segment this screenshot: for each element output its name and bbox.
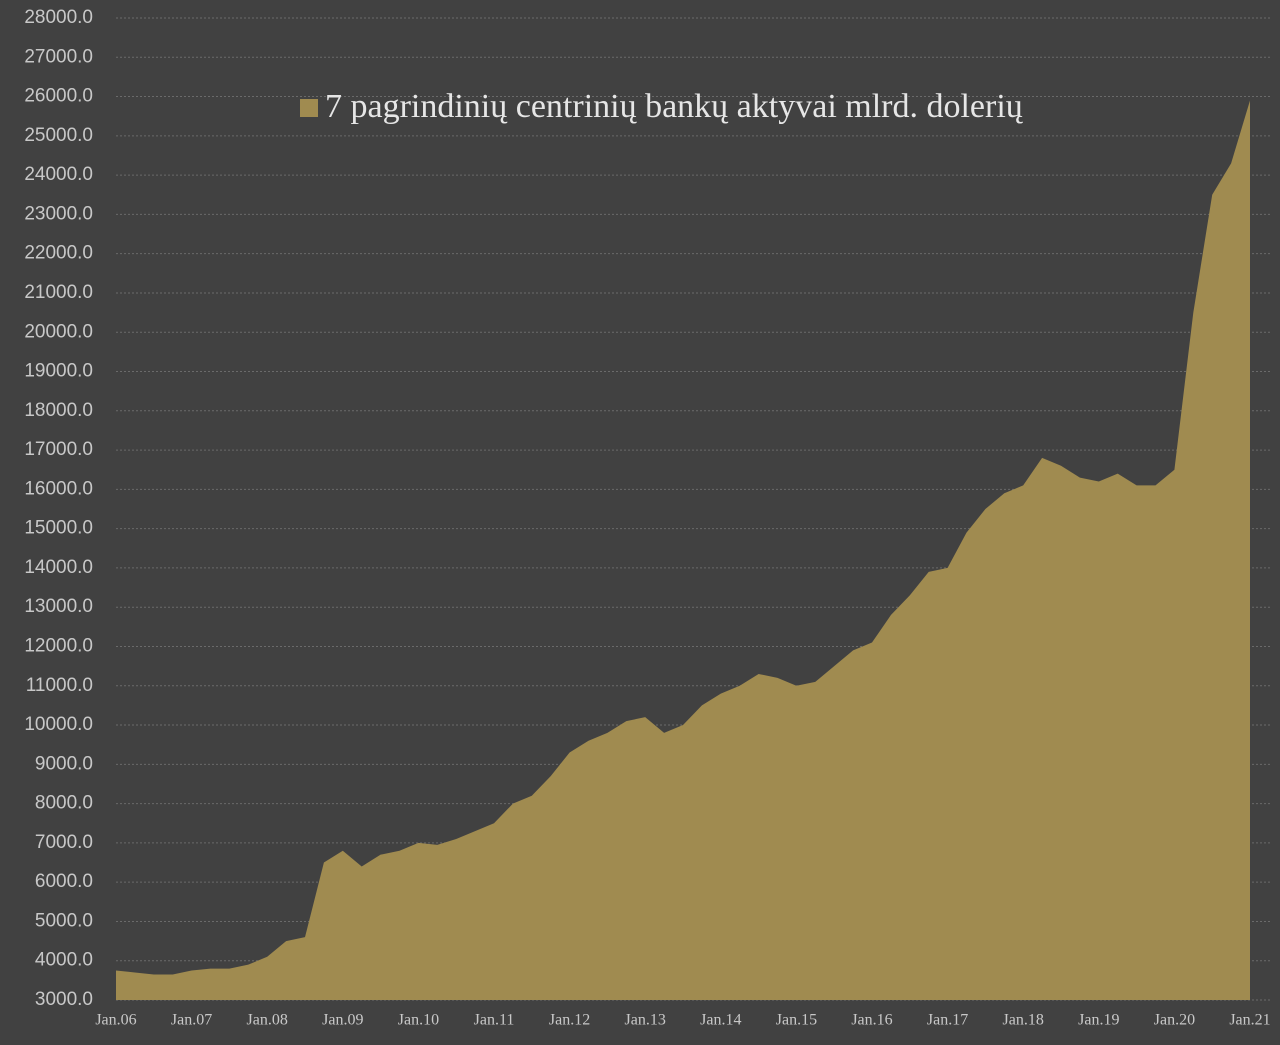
y-tick-label: 16000.0 <box>24 478 93 499</box>
y-tick-label: 22000.0 <box>24 243 93 264</box>
x-tick-label: Jan.20 <box>1154 1012 1195 1029</box>
x-tick-label: Jan.08 <box>247 1012 288 1029</box>
x-tick-label: Jan.18 <box>1003 1012 1044 1029</box>
y-tick-label: 20000.0 <box>24 321 93 342</box>
x-tick-label: Jan.16 <box>851 1012 892 1029</box>
x-tick-label: Jan.19 <box>1078 1012 1119 1029</box>
y-tick-label: 5000.0 <box>35 910 93 931</box>
x-tick-label: Jan.14 <box>700 1012 741 1029</box>
y-tick-label: 26000.0 <box>24 86 93 107</box>
y-tick-label: 11000.0 <box>26 675 93 696</box>
x-tick-label: Jan.21 <box>1229 1012 1270 1029</box>
x-tick-label: Jan.06 <box>95 1012 136 1029</box>
x-tick-label: Jan.13 <box>625 1012 666 1029</box>
y-tick-label: 23000.0 <box>24 203 93 224</box>
y-tick-label: 4000.0 <box>35 950 93 971</box>
x-tick-label: Jan.12 <box>549 1012 590 1029</box>
y-tick-label: 7000.0 <box>35 832 93 853</box>
y-tick-label: 10000.0 <box>24 714 93 735</box>
y-tick-label: 17000.0 <box>24 439 93 460</box>
x-tick-label: Jan.09 <box>322 1012 363 1029</box>
y-tick-label: 25000.0 <box>24 125 93 146</box>
y-tick-label: 21000.0 <box>24 282 93 303</box>
x-tick-label: Jan.10 <box>398 1012 439 1029</box>
y-tick-label: 13000.0 <box>24 596 93 617</box>
legend-label: 7 pagrindinių centrinių bankų aktyvai ml… <box>325 88 1024 125</box>
y-tick-label: 12000.0 <box>24 635 93 656</box>
y-tick-label: 3000.0 <box>35 989 93 1010</box>
legend-swatch <box>300 99 318 117</box>
x-tick-label: Jan.17 <box>927 1012 968 1029</box>
area <box>116 100 1250 1001</box>
y-tick-label: 24000.0 <box>24 164 93 185</box>
y-tick-label: 27000.0 <box>24 46 93 67</box>
y-tick-label: 19000.0 <box>24 361 93 382</box>
x-tick-label: Jan.15 <box>776 1012 817 1029</box>
y-tick-label: 9000.0 <box>35 753 93 774</box>
y-tick-label: 18000.0 <box>24 400 93 421</box>
x-tick-label: Jan.11 <box>474 1012 515 1029</box>
y-tick-label: 8000.0 <box>35 793 93 814</box>
x-tick-label: Jan.07 <box>171 1012 212 1029</box>
y-tick-label: 14000.0 <box>24 557 93 578</box>
y-tick-label: 6000.0 <box>35 871 93 892</box>
y-tick-label: 15000.0 <box>24 518 93 539</box>
y-tick-label: 28000.0 <box>24 7 93 28</box>
